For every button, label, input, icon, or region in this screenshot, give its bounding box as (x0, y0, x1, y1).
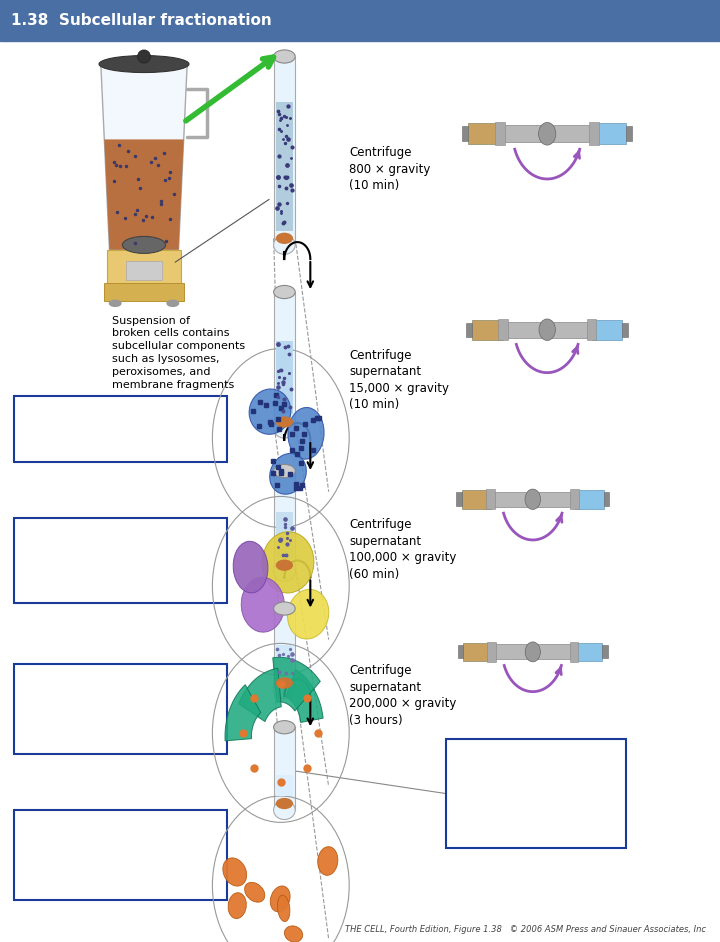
Text: Centrifuge
supernatant
100,000 × gravity
(60 min): Centrifuge supernatant 100,000 × gravity… (349, 518, 456, 580)
Ellipse shape (241, 577, 284, 632)
Bar (467, 322, 472, 337)
Ellipse shape (274, 419, 295, 438)
Polygon shape (238, 668, 282, 722)
Bar (276, 512, 293, 558)
Polygon shape (104, 139, 184, 250)
Ellipse shape (138, 50, 150, 63)
Bar (276, 102, 293, 231)
Bar (622, 322, 628, 337)
Ellipse shape (99, 56, 189, 73)
Ellipse shape (287, 590, 329, 639)
Polygon shape (273, 658, 320, 711)
Ellipse shape (274, 602, 295, 615)
Ellipse shape (288, 408, 324, 459)
Ellipse shape (166, 300, 179, 307)
Text: Suspension of
broken cells contains
subcellular components
such as lysosomes,
pe: Suspension of broken cells contains subc… (112, 316, 245, 390)
Ellipse shape (222, 858, 247, 886)
Bar (276, 645, 293, 675)
Bar (492, 644, 574, 659)
Bar (592, 320, 622, 339)
Bar (491, 492, 575, 507)
Ellipse shape (276, 677, 293, 689)
Bar (274, 471, 295, 572)
Bar (456, 493, 462, 506)
Ellipse shape (274, 285, 295, 299)
Bar (503, 321, 592, 338)
Ellipse shape (233, 542, 268, 593)
Bar (276, 341, 293, 414)
Ellipse shape (274, 562, 295, 581)
Ellipse shape (276, 560, 293, 571)
Bar (462, 126, 468, 141)
Bar (104, 283, 184, 301)
Ellipse shape (249, 389, 291, 434)
Ellipse shape (109, 300, 122, 307)
Ellipse shape (274, 721, 295, 734)
Ellipse shape (318, 847, 338, 875)
Ellipse shape (284, 926, 302, 942)
Polygon shape (225, 685, 261, 740)
Ellipse shape (274, 680, 295, 699)
Bar (462, 490, 491, 509)
Text: Centrifuge
supernatant
15,000 × gravity
(10 min): Centrifuge supernatant 15,000 × gravity … (349, 349, 449, 411)
Bar (500, 125, 594, 142)
Bar (604, 493, 609, 506)
Bar (274, 609, 295, 690)
Circle shape (525, 489, 541, 510)
Bar (587, 319, 596, 340)
Bar (274, 292, 295, 429)
Bar (468, 123, 500, 144)
Bar (487, 642, 496, 662)
Ellipse shape (274, 801, 295, 820)
Ellipse shape (228, 893, 246, 918)
Bar (574, 642, 603, 661)
Bar (495, 122, 505, 145)
Bar (498, 319, 508, 340)
Text: Centrifuge
supernatant
200,000 × gravity
(3 hours): Centrifuge supernatant 200,000 × gravity… (349, 664, 456, 726)
Bar (575, 490, 604, 509)
Ellipse shape (276, 798, 293, 809)
Bar (458, 645, 463, 658)
Bar (603, 645, 608, 658)
Ellipse shape (274, 50, 295, 63)
Ellipse shape (274, 236, 295, 254)
Bar (14, 518, 227, 603)
Bar (626, 126, 632, 141)
Ellipse shape (277, 895, 290, 921)
Bar (14, 396, 227, 462)
Bar (570, 489, 580, 510)
Bar (276, 775, 293, 796)
Polygon shape (101, 64, 187, 250)
Bar (570, 642, 578, 662)
Bar (463, 642, 492, 661)
Bar (107, 250, 181, 285)
Bar (274, 727, 295, 810)
Bar (486, 489, 495, 510)
Circle shape (539, 319, 555, 340)
Ellipse shape (274, 464, 295, 478)
Bar (589, 122, 599, 145)
Circle shape (525, 642, 541, 662)
Text: Centrifuge
800 × gravity
(10 min): Centrifuge 800 × gravity (10 min) (349, 146, 431, 192)
Bar (472, 320, 503, 339)
Bar (446, 739, 626, 848)
Bar (594, 123, 626, 144)
Bar (126, 261, 162, 280)
Ellipse shape (276, 416, 293, 428)
Ellipse shape (262, 531, 314, 593)
Ellipse shape (276, 233, 293, 244)
Bar (14, 664, 227, 754)
Bar (274, 57, 295, 245)
Bar (0, 0, 720, 41)
Polygon shape (286, 670, 323, 723)
Circle shape (539, 122, 556, 145)
Ellipse shape (245, 883, 265, 902)
Ellipse shape (270, 886, 290, 912)
Ellipse shape (122, 236, 166, 253)
Ellipse shape (270, 453, 306, 495)
Text: THE CELL, Fourth Edition, Figure 1.38   © 2006 ASM Press and Sinauer Associates,: THE CELL, Fourth Edition, Figure 1.38 © … (345, 925, 706, 934)
Text: 1.38  Subcellular fractionation: 1.38 Subcellular fractionation (11, 13, 271, 27)
Bar (14, 810, 227, 900)
